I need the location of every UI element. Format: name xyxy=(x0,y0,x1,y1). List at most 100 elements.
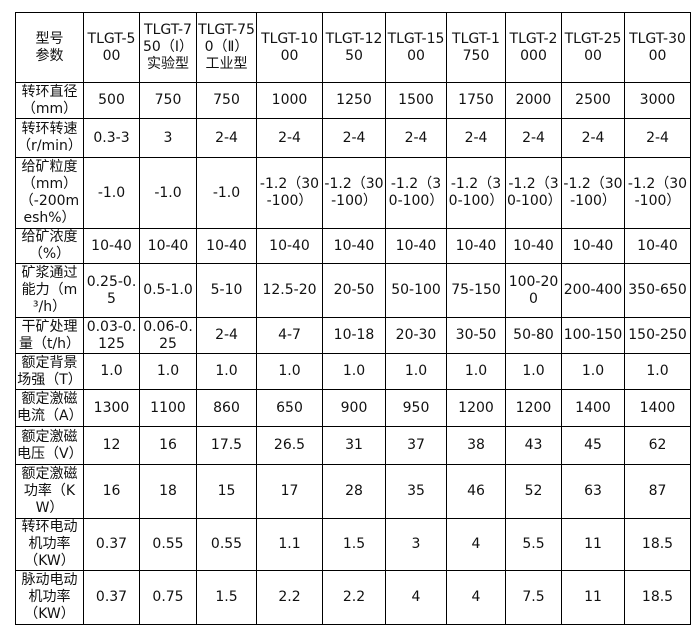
param-label: 额定激磁电压（V） xyxy=(15,426,84,465)
value-cell: -1.0 xyxy=(196,157,257,229)
value-cell: 1000 xyxy=(256,82,323,119)
value-cell: 1.0 xyxy=(256,353,323,390)
value-cell: 30-50 xyxy=(446,317,506,354)
value-cell: 1750 xyxy=(446,82,506,119)
value-cell: 1.5 xyxy=(196,570,257,625)
value-cell: -1.2（30-100） xyxy=(561,157,625,229)
value-cell: 0.03-0.125 xyxy=(83,317,140,354)
value-cell: 10-18 xyxy=(322,317,386,354)
value-cell: 10-40 xyxy=(139,228,197,264)
value-cell: -1.0 xyxy=(83,157,140,229)
value-cell: 1.0 xyxy=(196,353,257,390)
value-cell: -1.0 xyxy=(139,157,197,229)
value-cell: 4-7 xyxy=(256,317,323,354)
param-label: 额定激磁电流（A） xyxy=(15,389,84,427)
value-cell: 900 xyxy=(322,389,386,427)
value-cell: 750 xyxy=(139,82,197,119)
value-cell: 12 xyxy=(83,426,140,465)
value-cell: 750 xyxy=(196,82,257,119)
value-cell: 1.0 xyxy=(322,353,386,390)
value-cell: 0.3-3 xyxy=(83,118,140,158)
param-label: 给矿粒度（mm）（-200mesh%） xyxy=(15,157,84,229)
value-cell: 18.5 xyxy=(624,570,691,625)
specs-table: 型号 参数 TLGT-500 TLGT-750（Ⅰ）实验型 TLGT-750（Ⅱ）工业型… xyxy=(15,12,691,625)
value-cell: 28 xyxy=(322,464,386,519)
value-cell: 31 xyxy=(322,426,386,465)
value-cell: 0.5-1.0 xyxy=(139,263,197,318)
table-row: 额定背景场强（T） 1.0 1.0 1.0 1.0 1.0 1.0 1.0 1.0 1.0 1.0 xyxy=(15,353,691,390)
value-cell: 0.37 xyxy=(83,570,140,625)
table-row: 矿浆通过能力（m³/h） 0.25-0.5 0.5-1.0 5-10 12.5-20 20… xyxy=(15,263,691,318)
value-cell: 18.5 xyxy=(624,518,691,571)
table-row: 转环电动机功率（KW） 0.37 0.55 0.55 1.1 1.5 3 4 5.5 11 18.5 xyxy=(15,518,691,571)
table-row: 额定激磁电流（A） 1300 1100 860 650 900 950 1200 1200 140… xyxy=(15,389,691,427)
value-cell: 1.0 xyxy=(561,353,625,390)
value-cell: 1.0 xyxy=(385,353,447,390)
table-row: 额定激磁功率（KW） 16 18 15 17 28 35 46 52 63 87 xyxy=(15,464,691,519)
corner-param-label: 参数 xyxy=(35,47,64,64)
model-header: TLGT-500 xyxy=(83,12,140,83)
value-cell: 10-40 xyxy=(505,228,562,264)
value-cell: 0.55 xyxy=(196,518,257,571)
value-cell: 1200 xyxy=(505,389,562,427)
param-label: 干矿处理量（t/h） xyxy=(15,317,84,354)
value-cell: 500 xyxy=(83,82,140,119)
value-cell: 0.37 xyxy=(83,518,140,571)
value-cell: 87 xyxy=(624,464,691,519)
value-cell: 1.0 xyxy=(139,353,197,390)
model-header: TLGT-2500 xyxy=(561,12,625,83)
value-cell: 2-4 xyxy=(385,118,447,158)
value-cell: 18 xyxy=(139,464,197,519)
value-cell: 1300 xyxy=(83,389,140,427)
value-cell: 2000 xyxy=(505,82,562,119)
value-cell: 50-100 xyxy=(385,263,447,318)
value-cell: 100-200 xyxy=(505,263,562,318)
value-cell: 2-4 xyxy=(196,317,257,354)
table-row: 脉动电动机功率（KW） 0.37 0.75 1.5 2.2 2.2 4 4 7.5 11 18.5 xyxy=(15,570,691,625)
value-cell: 1200 xyxy=(446,389,506,427)
value-cell: 62 xyxy=(624,426,691,465)
value-cell: 150-250 xyxy=(624,317,691,354)
corner-header: 型号 参数 xyxy=(15,12,84,83)
value-cell: 1.1 xyxy=(256,518,323,571)
value-cell: -1.2（30-100） xyxy=(322,157,386,229)
value-cell: 1250 xyxy=(322,82,386,119)
value-cell: 10-40 xyxy=(385,228,447,264)
value-cell: 100-150 xyxy=(561,317,625,354)
value-cell: 5.5 xyxy=(505,518,562,571)
param-label: 矿浆通过能力（m³/h） xyxy=(15,263,84,318)
param-label: 转环直径（mm） xyxy=(15,82,84,119)
param-label: 额定背景场强（T） xyxy=(15,353,84,390)
value-cell: 5-10 xyxy=(196,263,257,318)
value-cell: 2.2 xyxy=(322,570,386,625)
value-cell: 860 xyxy=(196,389,257,427)
value-cell: 10-40 xyxy=(322,228,386,264)
table-row: 转环转速（r/min） 0.3-3 3 2-4 2-4 2-4 2-4 2-4 2-4 2-4 2-… xyxy=(15,118,691,158)
value-cell: 37 xyxy=(385,426,447,465)
value-cell: 3000 xyxy=(624,82,691,119)
value-cell: 45 xyxy=(561,426,625,465)
value-cell: 43 xyxy=(505,426,562,465)
value-cell: 10-40 xyxy=(256,228,323,264)
value-cell: 2500 xyxy=(561,82,625,119)
model-header: TLGT-2000 xyxy=(505,12,562,83)
value-cell: 26.5 xyxy=(256,426,323,465)
value-cell: 1.5 xyxy=(322,518,386,571)
model-header: TLGT-750（Ⅰ）实验型 xyxy=(139,12,197,83)
value-cell: 2-4 xyxy=(322,118,386,158)
value-cell: 0.55 xyxy=(139,518,197,571)
value-cell: 1.0 xyxy=(83,353,140,390)
value-cell: 52 xyxy=(505,464,562,519)
model-header: TLGT-1250 xyxy=(322,12,386,83)
table-row: 干矿处理量（t/h） 0.03-0.125 0.06-0.25 2-4 4-7 10-18… xyxy=(15,317,691,354)
model-header: TLGT-1500 xyxy=(385,12,447,83)
value-cell: -1.2（30-100） xyxy=(505,157,562,229)
value-cell: 63 xyxy=(561,464,625,519)
value-cell: -1.2（30-100） xyxy=(256,157,323,229)
value-cell: -1.2（30-100） xyxy=(385,157,447,229)
value-cell: 0.06-0.25 xyxy=(139,317,197,354)
param-label: 额定激磁功率（KW） xyxy=(15,464,84,519)
value-cell: 38 xyxy=(446,426,506,465)
value-cell: 11 xyxy=(561,570,625,625)
value-cell: 10-40 xyxy=(83,228,140,264)
